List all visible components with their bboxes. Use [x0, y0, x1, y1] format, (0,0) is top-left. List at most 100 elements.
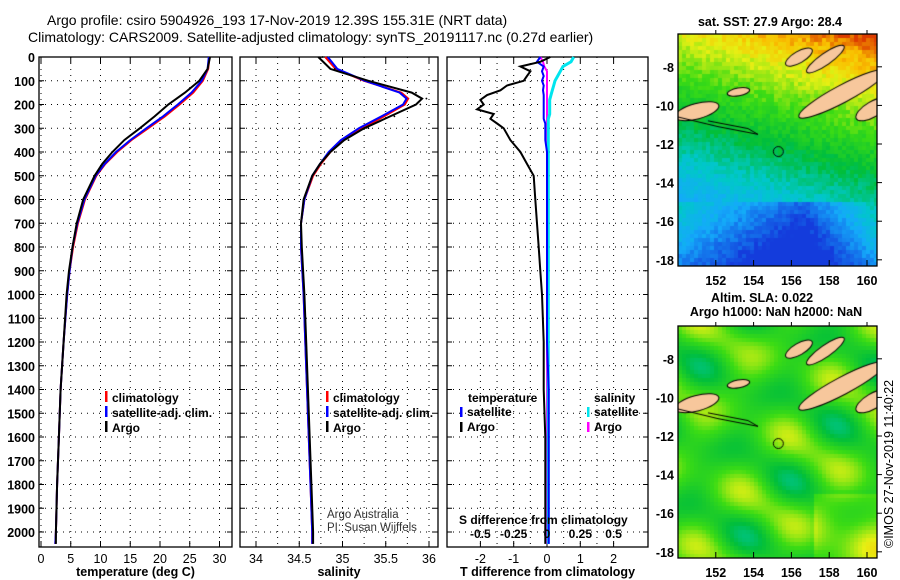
depth-tick-label: 600	[14, 194, 35, 208]
depth-tick-label: 800	[14, 241, 35, 255]
series-t-satellite	[535, 56, 550, 544]
argo-dot	[415, 91, 417, 94]
legend-label: climatology	[333, 391, 400, 405]
panel-frame	[38, 56, 233, 548]
title-line-2: Climatology: CARS2009. Satellite-adjuste…	[28, 29, 593, 45]
s-tick-label: -0.25	[500, 527, 528, 541]
legend-swatch	[326, 421, 329, 432]
depth-tick-label: 1800	[7, 479, 35, 493]
argo-dot	[333, 67, 336, 70]
argo-dot	[321, 56, 324, 58]
depth-tick-label: 1000	[7, 289, 35, 303]
legend-label: satellite	[467, 405, 512, 419]
panel-temperature: 0 5 10 15 20 25 30 temperature (deg C) climatolo…	[38, 56, 233, 579]
s-tick-label: 0.25	[569, 527, 593, 541]
legend-label: satellite-adj. clim.	[333, 406, 433, 420]
legend-swatch	[326, 406, 329, 417]
credit-argo-australia: Argo Australia	[327, 509, 399, 521]
sst-map-canvas	[678, 34, 877, 266]
depth-tick-label: 500	[14, 170, 35, 184]
depth-tick-label: 1600	[7, 431, 35, 445]
depth-tick-label: 2000	[7, 526, 35, 540]
series-satellite-adj-clim-	[300, 56, 408, 544]
x-axis-label: salinity	[317, 565, 360, 579]
legend-label: satellite	[594, 405, 639, 419]
x-axis-label: T difference from climatology	[460, 565, 635, 579]
s-tick-label: -0.5	[470, 527, 491, 541]
x-tick-label: 35.5	[374, 552, 398, 566]
legend-swatch	[105, 406, 108, 417]
depth-tick-label: 1500	[7, 407, 35, 421]
depth-tick-label: 900	[14, 265, 35, 279]
depth-tick-label: 1200	[7, 336, 35, 350]
argo-dot	[323, 162, 326, 165]
depth-tick-label: 1100	[8, 312, 35, 326]
legend-swatch	[326, 391, 329, 402]
panel-salinity: 34 34.5 35 35.5 36 salinity climatologysatelli…	[239, 56, 439, 579]
x-tick-label: 15	[123, 552, 137, 566]
argo-dot	[333, 151, 336, 153]
title-line-1: Argo profile: csiro 5904926_193 17-Nov-2…	[47, 12, 507, 28]
legend-title-salinity: salinity	[594, 391, 636, 405]
depth-tick-label: 400	[14, 146, 35, 160]
legend-swatch	[460, 407, 463, 417]
x-tick-label: 0	[38, 552, 45, 566]
x-tick-label: 20	[153, 552, 167, 566]
argo-dot	[393, 115, 396, 118]
s-tick-label: 0.5	[605, 527, 622, 541]
x-axis-label: temperature (deg C)	[76, 565, 195, 579]
copyright-text: ©IMOS 27-Nov-2019 11:40:22	[882, 380, 896, 548]
argo-dot	[315, 174, 318, 177]
x-tick-label: 10	[94, 552, 108, 566]
series-argo	[299, 56, 424, 544]
x-tick-label: 1	[577, 552, 584, 566]
legend-label: Argo	[467, 420, 495, 434]
legend-swatch	[587, 422, 590, 432]
x-tick-label: 34.5	[287, 552, 311, 566]
x-tick-label: 35	[336, 552, 350, 566]
series-argo	[54, 56, 211, 544]
legend-label: satellite-adj. clim.	[112, 406, 212, 420]
legend-swatch	[587, 407, 590, 417]
argo-dot	[371, 79, 374, 82]
depth-tick-label: 200	[14, 99, 35, 113]
x-tick-label: -1	[508, 552, 519, 566]
s-axis-label: S difference from climatology	[459, 513, 628, 527]
s-tick-label: 0	[544, 527, 551, 541]
x-tick-label: 25	[183, 552, 197, 566]
panel-difference: -2 -1 0 1 2T difference from climatology temp…	[446, 56, 649, 579]
x-tick-label: -2	[475, 552, 486, 566]
panel-frame	[239, 56, 439, 548]
depth-tick-label: 300	[14, 122, 35, 136]
legend-label: Argo	[333, 421, 361, 435]
argo-dot	[367, 127, 370, 130]
argo-dot	[347, 139, 350, 142]
series-climatology	[54, 56, 211, 544]
argo-dot	[425, 97, 428, 100]
x-tick-label: 5	[67, 552, 74, 566]
argo-dot	[419, 103, 422, 106]
x-tick-label: 34	[249, 552, 263, 566]
legend-label: Argo	[594, 420, 622, 434]
series-satellite-adj-clim-	[54, 56, 210, 544]
depth-tick-label: 1700	[7, 455, 35, 469]
x-tick-label: 36	[422, 552, 436, 566]
series-t-argo	[474, 56, 551, 544]
sla-map-canvas	[678, 326, 877, 558]
series-s-satellite	[546, 56, 576, 544]
depth-tick-label: 1900	[7, 502, 35, 516]
depth-tick-label: 1300	[7, 360, 35, 374]
legend-label: climatology	[112, 391, 179, 405]
legend-swatch	[105, 421, 108, 432]
legend-label: Argo	[112, 421, 140, 435]
depth-tick-label: 100	[14, 75, 35, 89]
credit-pi: PI: Susan Wijffels	[327, 522, 417, 534]
legend-title-temperature: temperature	[468, 391, 538, 405]
depth-tick-label: 700	[14, 217, 35, 231]
x-tick-label: 2	[610, 552, 617, 566]
legend-swatch	[460, 422, 463, 432]
depth-tick-label: 1400	[7, 384, 35, 398]
legend-swatch	[105, 391, 108, 402]
depth-tick-label: 0	[28, 51, 35, 65]
